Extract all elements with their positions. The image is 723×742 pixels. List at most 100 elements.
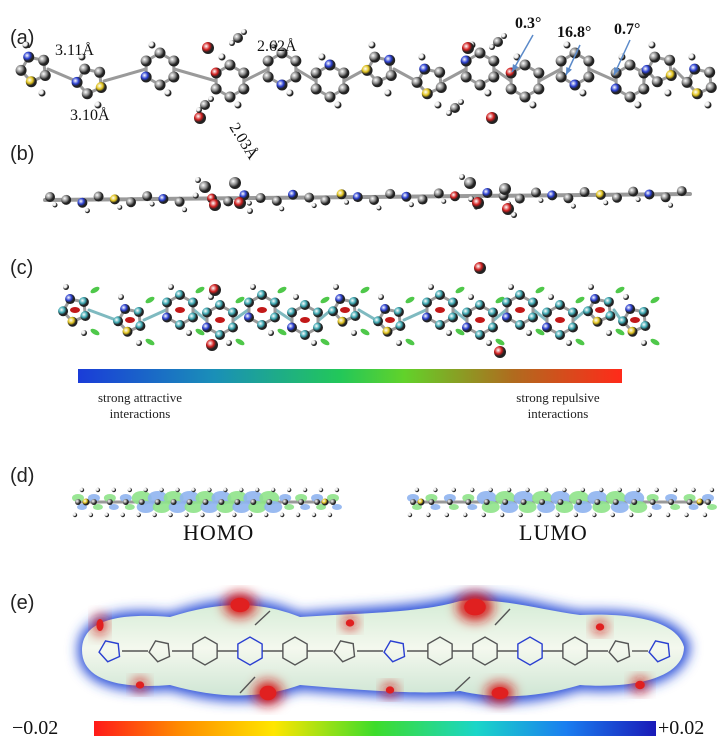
atom-t [447, 312, 458, 323]
esp-negative-core [345, 619, 355, 627]
atom-c [15, 64, 27, 76]
esp-ring [562, 636, 588, 666]
homo-orbital-lobe [119, 494, 132, 502]
nci-attractive-surface [495, 296, 505, 304]
bond [102, 67, 148, 83]
homo-orbital-lobe [327, 494, 339, 502]
atom-n [569, 79, 581, 91]
atom-t [640, 321, 651, 331]
atom-h [434, 101, 442, 109]
bond [357, 308, 378, 322]
atom-h [248, 512, 253, 518]
atom-c [262, 55, 274, 67]
atom-h [376, 205, 382, 211]
atom-c [320, 195, 331, 206]
atom-t [348, 296, 359, 307]
atom-h [459, 174, 465, 180]
homo-orbital-lobe [72, 494, 84, 502]
atom-s [337, 316, 348, 327]
nci-attractive-surface [535, 328, 545, 336]
nci-attractive-surface [405, 296, 415, 304]
bond [402, 308, 428, 322]
nci-attractive-surface [650, 296, 660, 304]
atom-c [624, 91, 636, 103]
atom-h [168, 284, 174, 290]
atom-t [638, 306, 649, 317]
atom-h [536, 512, 542, 518]
lumo-orbital-lobe [425, 494, 438, 502]
atom-h [446, 110, 452, 116]
atom-c [61, 194, 72, 205]
atom-h [463, 512, 468, 518]
atom-c [39, 70, 51, 81]
atom-c [474, 47, 486, 59]
scale-label-attractive: strong attractive interactions [97, 390, 183, 421]
atom-c [138, 499, 145, 505]
atom-t [78, 296, 89, 307]
atom-h [264, 512, 269, 518]
atom-h [168, 512, 173, 518]
atom-h [501, 33, 507, 39]
esp-ring [608, 640, 631, 663]
atom-c [266, 499, 273, 505]
lumo-orbital-lobe [702, 494, 714, 502]
bond [452, 308, 468, 322]
bond [87, 308, 118, 322]
atom-h [654, 487, 659, 493]
atom-h [617, 487, 623, 493]
nci-attractive-surface [575, 338, 585, 346]
atom-h [216, 512, 221, 518]
atom-h [599, 487, 604, 493]
atom-c [154, 47, 166, 59]
atom-c [514, 193, 525, 204]
atom-c [224, 91, 236, 103]
atom-t [422, 297, 433, 308]
atom-h [327, 512, 333, 518]
atom-h [562, 487, 567, 493]
atom-c [369, 195, 379, 205]
atom-o [206, 339, 218, 351]
lumo-orbital-lobe [412, 504, 422, 510]
atom-n [352, 192, 363, 203]
nci-repulsive-disk [257, 307, 267, 313]
atom-h [378, 294, 384, 300]
atom-c [304, 192, 315, 203]
atom-h [94, 101, 102, 109]
atom-c [310, 67, 322, 79]
atom-c [282, 499, 289, 505]
homo-orbital-lobe [311, 494, 324, 502]
atom-c [142, 191, 153, 202]
atom-o [194, 112, 206, 124]
atom-t [269, 312, 280, 323]
atom-n [547, 190, 558, 201]
atom-h [538, 198, 544, 203]
atom-c [229, 177, 241, 189]
atom-h [279, 512, 285, 518]
atom-h [268, 330, 274, 336]
atom-h [629, 512, 634, 518]
nci-attractive-surface [455, 286, 465, 294]
atom-o [209, 284, 221, 296]
atom-h [384, 89, 392, 97]
atom-c [664, 54, 676, 66]
esp-negative-core [135, 681, 145, 689]
atom-h [684, 512, 689, 518]
nci-attractive-surface [277, 286, 287, 294]
atom-s [691, 88, 703, 100]
atom-h [691, 487, 696, 493]
esp-ring [282, 636, 308, 666]
atom-s [627, 326, 638, 337]
atom-o [234, 197, 246, 209]
atom-h [104, 512, 110, 518]
esp-scale-min: −0.02 [12, 717, 59, 739]
atom-h [548, 294, 554, 300]
atom-h [255, 487, 260, 493]
panel-label-d: (d) [10, 465, 35, 487]
homo-orbital-lobe [124, 504, 135, 510]
nci-attractive-surface [455, 328, 465, 336]
esp-ring [148, 640, 171, 663]
atom-t [462, 307, 473, 318]
atom-c [575, 499, 582, 505]
atom-h [334, 101, 342, 109]
atom-h [344, 199, 350, 205]
